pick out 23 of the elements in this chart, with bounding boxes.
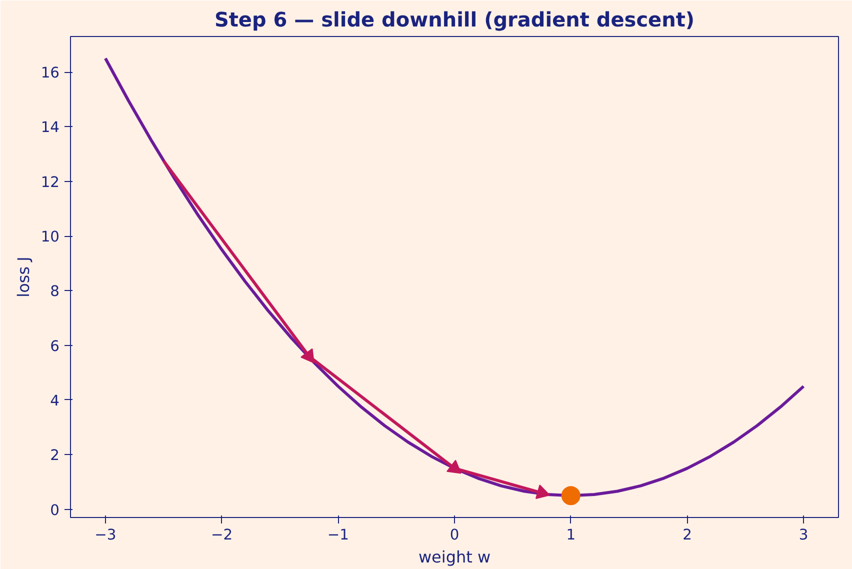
x-tick-label: 2: [682, 526, 692, 544]
x-tick-label: −2: [210, 526, 233, 544]
x-tick-label: 0: [450, 526, 460, 544]
y-axis-title: loss J: [14, 256, 33, 298]
x-tick-label: −3: [94, 526, 116, 544]
point: [561, 486, 580, 506]
y-tick-label: 4: [50, 392, 60, 410]
y-tick-label: 16: [40, 64, 60, 82]
point: [300, 348, 314, 364]
y-tick-label: 14: [40, 119, 60, 136]
chart-title: Step 6 — slide downhill (gradient descent): [214, 8, 695, 32]
y-tick-label: 8: [50, 283, 60, 300]
point: [535, 484, 550, 500]
y-tick-label: 6: [50, 338, 60, 355]
y-tick-label: 12: [40, 174, 60, 191]
point: [446, 460, 462, 474]
y-tick-label: 10: [40, 228, 60, 246]
x-axis-title: weight w: [418, 548, 491, 566]
x-tick-label: 1: [566, 526, 576, 544]
x-tick-label: 3: [798, 526, 808, 544]
x-tick-label: −1: [327, 526, 349, 544]
y-tick-label: 2: [50, 447, 60, 464]
y-tick-label: 0: [50, 502, 60, 519]
